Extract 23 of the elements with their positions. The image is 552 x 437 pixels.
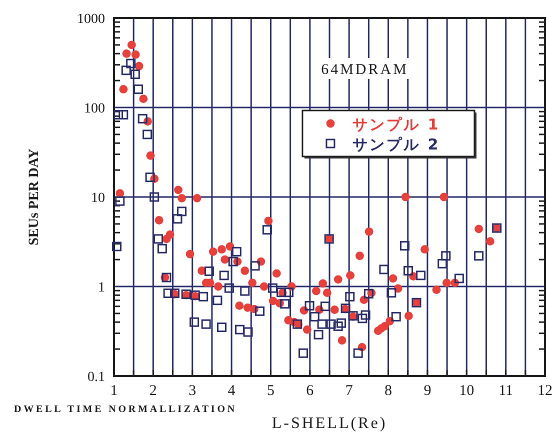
x-tick-label: 1 bbox=[110, 383, 118, 399]
x-tick-label: 6 bbox=[306, 383, 314, 399]
x-tick-label: 4 bbox=[228, 383, 236, 399]
x-tick-label: 11 bbox=[498, 383, 514, 399]
x-axis-title: L-SHELL(Re) bbox=[272, 415, 388, 432]
annotation: 64MDRAM bbox=[321, 62, 408, 78]
x-tick-label: 3 bbox=[188, 383, 196, 399]
x-tick-label: 10 bbox=[459, 383, 474, 399]
text: DWELL TIME NORMALLIZATION bbox=[14, 404, 237, 415]
x-tick-label: 7 bbox=[345, 383, 354, 399]
y-tick-label: 1 bbox=[98, 280, 105, 296]
x-tick-label: 5 bbox=[266, 383, 274, 399]
y-tick-label: 0.1 bbox=[88, 370, 105, 385]
x-tick-label: 9 bbox=[424, 383, 432, 399]
x-tick-label: 8 bbox=[384, 383, 392, 399]
legend-label: サンプル 1 bbox=[352, 116, 440, 134]
x-tick-label: 2 bbox=[149, 383, 157, 399]
y-tick-label: 100 bbox=[84, 102, 105, 116]
y-axis-title: SEUs PER DAY bbox=[27, 148, 42, 246]
x-tick-label: 12 bbox=[538, 383, 552, 399]
y-tick-label: 1000 bbox=[77, 12, 105, 27]
legend-label: サンプル 2 bbox=[352, 136, 440, 154]
y-tick-label: 10 bbox=[91, 191, 105, 206]
